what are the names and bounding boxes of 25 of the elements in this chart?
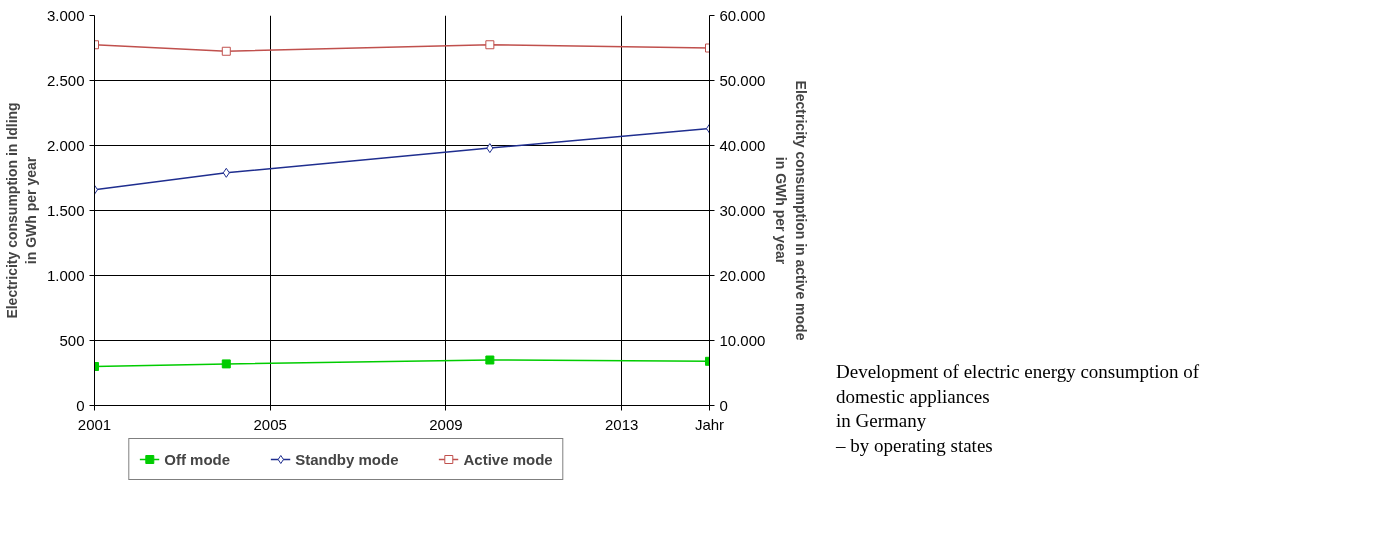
y2-tick-label: 40.000 [719,136,766,154]
y-tick-label: 0 [76,396,85,414]
y2-axis-title: Electricity consumption in active mode in GWh per year [773,80,809,341]
y2-tick-label: 30.000 [719,201,766,219]
x-tick-label: 2013 [604,415,639,433]
legend-label: Active mode [463,450,553,468]
text: Development of electric energy consumption of domestic appliances in Germany – by operating states [836,360,1200,459]
y-tick-label: 3.000 [46,6,85,24]
y2-tick-label: 60.000 [719,6,766,24]
y2-tick-label: 10.000 [719,331,766,349]
y-tick-label: 2.000 [46,136,85,154]
x-tick-label: 2001 [77,415,112,433]
y2-tick-label: 0 [719,396,728,414]
legend-label: Standby mode [295,450,399,468]
y-tick-label: 1.500 [46,201,85,219]
y-tick-label: 1.000 [46,266,85,284]
y2-tick-label: 50.000 [719,71,766,89]
y2-tick-label: 20.000 [719,266,766,284]
x-tick-label: Jahr [694,415,725,433]
legend-label: Off mode [164,450,231,468]
y-tick-label: 500 [59,331,85,349]
x-tick-label: 2009 [429,415,463,433]
x-tick-label: 2005 [253,415,287,433]
y-tick-label: 2.500 [46,71,85,89]
y-axis-title: Electricity consumption in Idling in GWh per year [3,102,39,319]
